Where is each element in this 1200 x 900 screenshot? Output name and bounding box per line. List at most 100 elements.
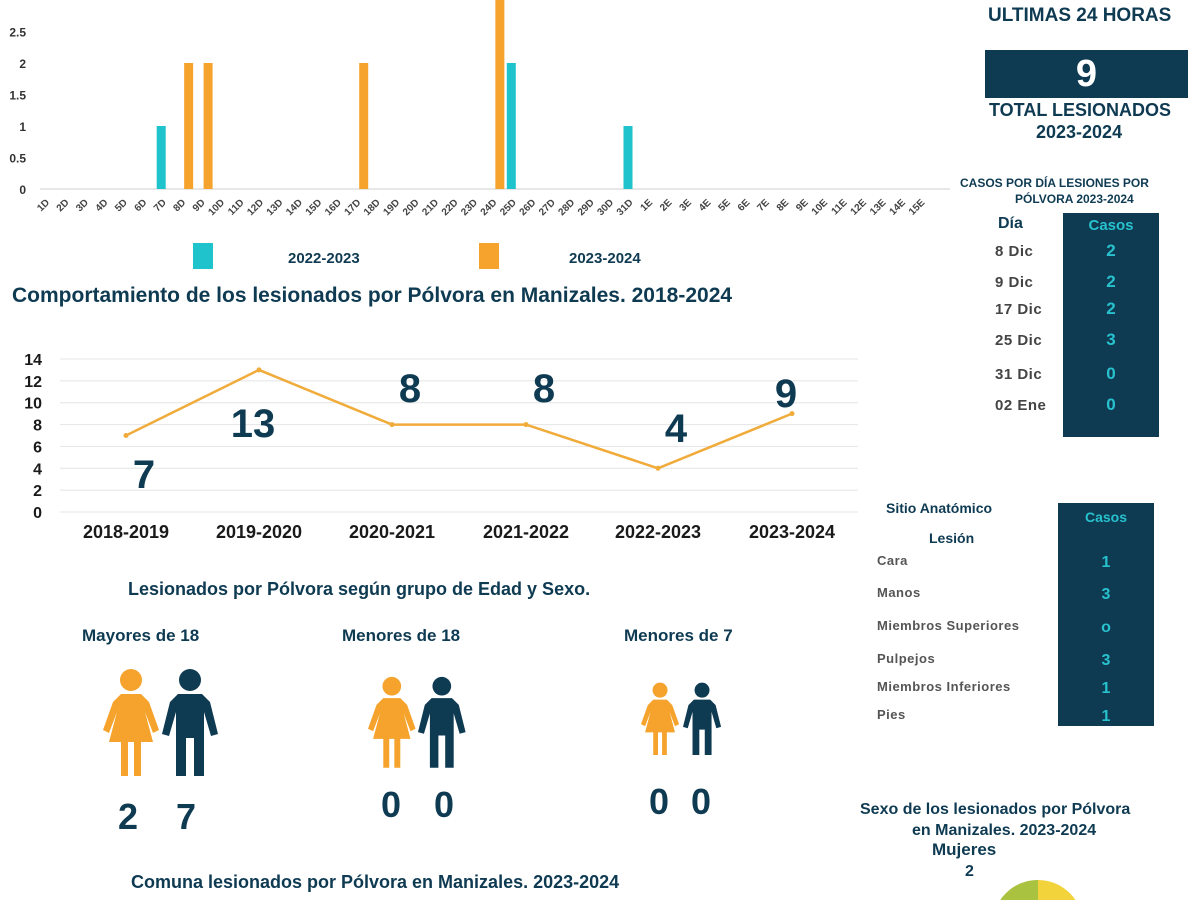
bar-x-tick-label: 26D — [518, 197, 539, 218]
bar-y-tick-label: 1.5 — [9, 89, 26, 103]
bar-x-tick-label: 24D — [479, 197, 500, 218]
bar-x-tick-label: 14D — [284, 197, 305, 218]
anatomic-row-cases: 1 — [1101, 708, 1111, 725]
anatomic-col-site-1: Sitio Anatómico — [886, 500, 993, 516]
bar-x-tick-label: 13E — [868, 197, 889, 218]
bar-x-tick-label: 29D — [576, 197, 597, 218]
female-count: 0 — [381, 784, 402, 825]
bar-x-tick-label: 21D — [420, 197, 441, 218]
bar-x-tick-label: 12D — [245, 197, 266, 218]
line-x-tick-label: 2019-2020 — [216, 522, 302, 542]
male-count: 7 — [176, 796, 197, 837]
daily-row-cases: 3 — [1106, 330, 1116, 349]
line-point-2020-2021 — [389, 422, 395, 428]
daily-row-day: 8 Dic — [995, 243, 1034, 260]
anatomic-row-site: Cara — [877, 553, 908, 568]
line-y-tick-label: 8 — [33, 418, 42, 435]
bar-x-tick-label: 18D — [362, 197, 383, 218]
bar-2022-2023-7D — [156, 126, 166, 189]
bar-2023-2024-24D — [495, 0, 505, 189]
bar-x-tick-label: 6D — [133, 197, 150, 214]
legend-label-2023-2024: 2023-2024 — [569, 250, 641, 267]
bar-2023-2024-8D — [184, 63, 194, 189]
bar-2023-2024-9D — [203, 63, 213, 189]
daily-cases-column — [1063, 213, 1159, 437]
bar-x-tick-label: 15E — [907, 197, 928, 218]
female-count: 2 — [118, 796, 139, 837]
sex-chart-title-1: Sexo de los lesionados por Pólvora — [860, 801, 1131, 818]
daily-row-cases: 0 — [1106, 395, 1116, 414]
bar-y-tick-label: 2.5 — [9, 26, 26, 40]
anatomic-row-cases: 3 — [1101, 586, 1111, 603]
line-y-tick-label: 10 — [24, 396, 42, 413]
line-x-tick-label: 2021-2022 — [483, 522, 569, 542]
line-y-tick-label: 12 — [24, 374, 42, 391]
last-24h-header: ULTIMAS 24 HORAS — [988, 5, 1172, 26]
total-label-1: TOTAL LESIONADOS — [989, 100, 1172, 120]
age-group-label: Menores de 7 — [624, 626, 733, 645]
line-x-tick-label: 2023-2024 — [749, 522, 835, 542]
anatomic-row-site: Pulpejos — [877, 651, 936, 666]
sex-chart-value: 2 — [965, 863, 974, 880]
line-data-label: 8 — [399, 367, 421, 411]
bar-x-tick-label: 14E — [888, 197, 909, 218]
daily-row-day: 9 Dic — [995, 274, 1034, 291]
line-x-tick-label: 2020-2021 — [349, 522, 435, 542]
bar-x-tick-label: 10D — [206, 197, 227, 218]
line-point-2022-2023 — [655, 465, 661, 471]
age-group-label: Mayores de 18 — [82, 626, 200, 645]
daily-row-cases: 2 — [1106, 272, 1116, 291]
anatomic-row-site: Miembros Superiores — [877, 618, 1020, 633]
line-y-tick-label: 4 — [33, 461, 42, 478]
line-x-tick-label: 2018-2019 — [83, 522, 169, 542]
yearly-line-chart: 0 2 4 6 8 10 12 14 7 13 8 8 4 9 2018-2019 2019-2020 20… — [24, 352, 858, 542]
female-count: 0 — [649, 781, 670, 822]
comuna-title: Comuna lesionados por Pólvora en Manizal… — [131, 872, 620, 892]
total-value: 9 — [1075, 53, 1098, 95]
daily-table-title-2: PÓLVORA 2023-2024 — [1015, 192, 1134, 206]
line-y-tick-label: 2 — [33, 483, 42, 500]
sex-pie-slice-men — [1038, 880, 1076, 900]
daily-row-cases: 0 — [1106, 364, 1116, 383]
bar-x-tick-label: 2D — [55, 197, 72, 214]
line-y-tick-label: 0 — [33, 505, 42, 522]
bar-x-tick-label: 9E — [794, 197, 811, 214]
bar-y-tick-label: 0.5 — [9, 152, 26, 166]
bar-y-tick-label: 1 — [19, 120, 26, 134]
sex-chart-label: Mujeres — [932, 840, 997, 859]
daily-col-day: Día — [998, 215, 1023, 232]
bar-2022-2023-31D — [623, 126, 633, 189]
bar-x-tick-label: 7E — [755, 197, 772, 214]
anatomic-row-cases: o — [1101, 619, 1111, 636]
bar-x-tick-label: 1E — [639, 197, 656, 214]
anatomic-col-cases: Casos — [1084, 509, 1128, 525]
bar-y-tick-label: 0 — [19, 183, 26, 197]
bar-x-tick-label: 31D — [615, 197, 636, 218]
line-point-2021-2022 — [523, 422, 529, 428]
bar-x-tick-label: 4E — [697, 197, 714, 214]
bar-2023-2024-17D — [359, 63, 369, 189]
bar-x-tick-label: 8D — [171, 197, 188, 214]
male-count: 0 — [434, 784, 455, 825]
daily-row-cases: 2 — [1106, 299, 1116, 318]
bar-x-tick-label: 8E — [775, 197, 792, 214]
bar-x-tick-label: 1D — [35, 197, 52, 214]
bar-x-tick-label: 22D — [440, 197, 461, 218]
line-y-tick-label: 14 — [24, 352, 42, 369]
line-data-label: 13 — [231, 402, 276, 446]
legend-swatch-2022-2023 — [193, 243, 213, 269]
bar-x-tick-label: 11D — [226, 197, 246, 217]
daily-row-day: 31 Dic — [995, 366, 1043, 383]
bar-x-tick-label: 12E — [849, 197, 870, 218]
bar-x-tick-label: 5E — [716, 197, 733, 214]
male-person-icon — [418, 676, 466, 768]
anatomic-row-cases: 1 — [1101, 554, 1111, 571]
sex-pie — [1000, 879, 1076, 900]
female-person-icon — [103, 669, 159, 776]
bar-x-tick-label: 4D — [94, 197, 111, 214]
age-group-label: Menores de 18 — [342, 626, 461, 645]
daily-row-cases: 2 — [1106, 241, 1116, 260]
daily-col-cases: Casos — [1088, 217, 1134, 234]
line-point-2019-2020 — [256, 367, 262, 373]
